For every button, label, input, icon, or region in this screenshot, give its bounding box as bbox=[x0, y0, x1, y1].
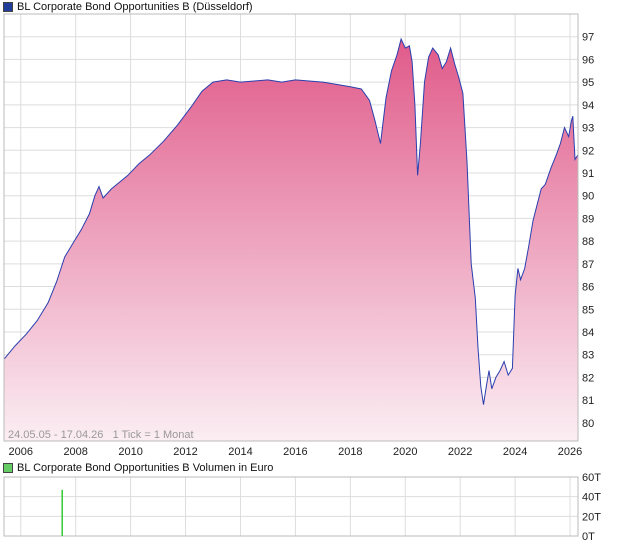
volume-y-tick-label: 20T bbox=[582, 511, 601, 523]
price-area bbox=[4, 39, 578, 441]
price-y-tick-label: 93 bbox=[582, 123, 594, 135]
price-y-tick-label: 88 bbox=[582, 236, 594, 248]
price-x-tick-label: 2012 bbox=[173, 446, 197, 458]
volume-y-axis: 60T 40T 20T 0T bbox=[582, 472, 601, 543]
price-y-tick-label: 84 bbox=[582, 327, 594, 339]
price-chart: 80 81 82 83 84 85 86 87 88 89 90 91 92 93 94 95 96 97 200… bbox=[3, 13, 594, 458]
volume-y-tick-label: 60T bbox=[582, 472, 601, 484]
price-x-tick-label: 2018 bbox=[338, 446, 362, 458]
price-legend-swatch bbox=[3, 2, 13, 12]
volume-y-tick-label: 40T bbox=[582, 492, 601, 504]
volume-plot-frame bbox=[3, 476, 579, 537]
price-x-axis: 2006 2008 2010 2012 2014 2016 2018 2020 2022 2024… bbox=[9, 446, 583, 458]
price-y-tick-label: 89 bbox=[582, 213, 594, 225]
price-y-tick-label: 82 bbox=[582, 372, 594, 384]
volume-legend: BL Corporate Bond Opportunities B Volume… bbox=[3, 461, 273, 475]
price-y-tick-label: 91 bbox=[582, 168, 594, 180]
price-line bbox=[3, 37, 579, 405]
price-x-tick-label: 2020 bbox=[393, 446, 417, 458]
volume-bars bbox=[61, 489, 63, 536]
price-plot-frame bbox=[3, 13, 579, 442]
price-y-tick-label: 86 bbox=[582, 282, 594, 294]
price-x-tick-label: 2022 bbox=[448, 446, 472, 458]
price-y-tick-label: 87 bbox=[582, 259, 594, 271]
price-x-tick-label: 2024 bbox=[503, 446, 527, 458]
price-y-tick-label: 97 bbox=[582, 32, 594, 44]
price-x-tick-label: 2016 bbox=[283, 446, 307, 458]
price-x-tick-label: 2008 bbox=[63, 446, 87, 458]
price-y-axis: 80 81 82 83 84 85 86 87 88 89 90 91 92 93 94 95 96 97 bbox=[582, 32, 594, 430]
volume-grid bbox=[4, 476, 578, 537]
volume-y-tick-label: 0T bbox=[582, 531, 595, 543]
price-legend-label: BL Corporate Bond Opportunities B (Düsse… bbox=[17, 1, 253, 13]
price-y-tick-label: 80 bbox=[582, 418, 594, 430]
price-x-tick-label: 2010 bbox=[118, 446, 142, 458]
price-y-tick-label: 83 bbox=[582, 350, 594, 362]
volume-legend-swatch bbox=[3, 463, 13, 473]
price-y-tick-label: 81 bbox=[582, 395, 594, 407]
price-y-tick-label: 92 bbox=[582, 145, 594, 157]
price-x-tick-label: 2026 bbox=[558, 446, 582, 458]
price-y-tick-label: 95 bbox=[582, 77, 594, 89]
price-y-tick-label: 85 bbox=[582, 304, 594, 316]
price-x-tick-label: 2006 bbox=[9, 446, 33, 458]
volume-bar bbox=[61, 489, 63, 536]
price-y-tick-label: 94 bbox=[582, 100, 594, 112]
price-legend: BL Corporate Bond Opportunities B (Düsse… bbox=[3, 0, 253, 14]
price-y-tick-label: 96 bbox=[582, 54, 594, 66]
price-y-tick-label: 90 bbox=[582, 191, 594, 203]
date-range-info: 24.05.05 - 17.04.26 1 Tick = 1 Monat bbox=[8, 429, 194, 441]
price-x-tick-label: 2014 bbox=[228, 446, 252, 458]
volume-legend-label: BL Corporate Bond Opportunities B Volume… bbox=[17, 462, 274, 474]
